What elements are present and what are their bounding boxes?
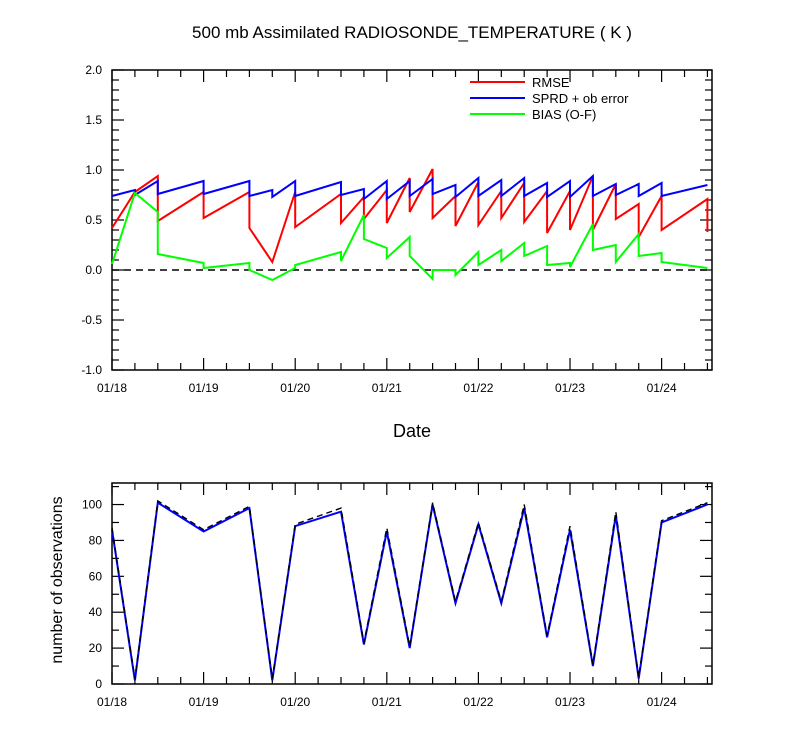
bottom-x-tick-label: 01/20 (280, 695, 310, 709)
top-plot-area: 01/18 01/19 01/20 01/21 01/22 01/23 01/24 -1.0 -… (81, 63, 713, 395)
top-x-tick-label: 01/24 (647, 381, 677, 395)
legend-label-sprd-ob-error: SPRD + ob error (532, 91, 629, 106)
top-y-tick-label: 0.5 (85, 213, 102, 227)
top-frame (111, 69, 713, 371)
bottom-y-tick-label: 60 (89, 569, 103, 583)
bottom-y-tick-label: 40 (89, 605, 103, 619)
top-y-tick-label: 2.0 (85, 63, 102, 77)
series-assimilated-line (111, 501, 708, 681)
top-y-tick-label: 1.5 (85, 113, 102, 127)
bottom-x-tick-label: 01/18 (97, 695, 127, 709)
top-x-tick-label: 01/19 (189, 381, 219, 395)
top-x-tick-label: 01/21 (372, 381, 402, 395)
top-x-tick-label: 01/20 (280, 381, 310, 395)
bottom-frame (111, 482, 713, 685)
series-sprd-ob-error-line (111, 173, 708, 202)
series-total-line (111, 499, 708, 679)
bottom-y-tick-label: 80 (89, 533, 103, 547)
bottom-series-group (111, 499, 708, 681)
bottom-x-tick-label: 01/22 (463, 695, 493, 709)
top-x-tick-label: 01/18 (97, 381, 127, 395)
bottom-x-tick-label: 01/21 (372, 695, 402, 709)
bottom-y-tick-label: 0 (95, 677, 102, 691)
series-bias-o-f-line (111, 191, 708, 282)
bottom-x-tick-label: 01/24 (647, 695, 677, 709)
bottom-plot-area: 01/18 01/19 01/20 01/21 01/22 01/23 01/24 0 20 40… (82, 482, 713, 709)
top-x-tick-label: 01/23 (555, 381, 585, 395)
legend-label-bias-o-f: BIAS (O-F) (532, 107, 596, 122)
bottom-y-tick-label: 100 (82, 498, 102, 512)
top-y-tick-label: 1.0 (85, 163, 102, 177)
top-y-tick-label: -0.5 (81, 313, 102, 327)
x-axis-label: Date (393, 421, 431, 441)
top-chart: 500 mb Assimilated RADIOSONDE_TEMPERATUR… (81, 23, 713, 441)
top-x-tick-label: 01/22 (463, 381, 493, 395)
bottom-y-tick-label: 20 (89, 641, 103, 655)
top-y-tick-label: 0.0 (85, 263, 102, 277)
bottom-x-tick-label: 01/19 (189, 695, 219, 709)
top-series-group (111, 168, 709, 282)
legend-label-rmse: RMSE (532, 75, 570, 90)
chart-title: 500 mb Assimilated RADIOSONDE_TEMPERATUR… (192, 23, 632, 42)
bottom-chart: 01/18 01/19 01/20 01/21 01/22 01/23 01/24 0 20 40… (49, 482, 713, 709)
y-axis-label: number of observations (49, 496, 66, 663)
bottom-x-tick-label: 01/23 (555, 695, 585, 709)
top-y-tick-label: -1.0 (81, 363, 102, 377)
